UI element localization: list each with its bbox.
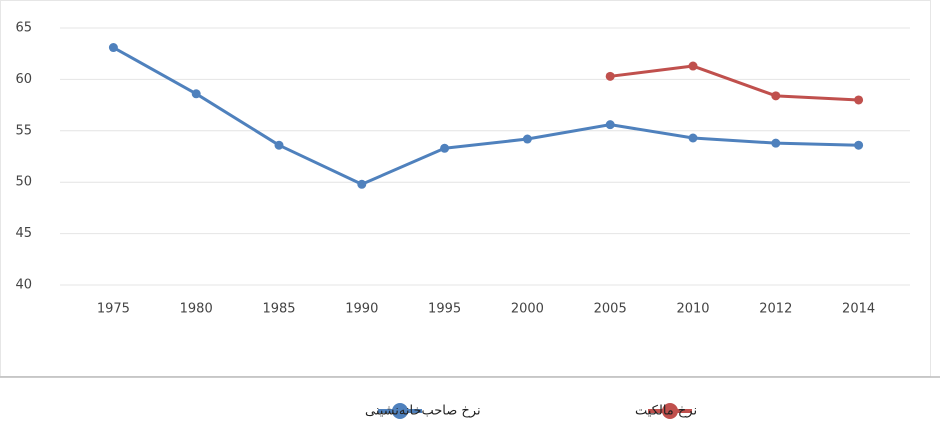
x-tick-label: 1990 [345,302,378,317]
y-tick-label: 45 [15,226,32,241]
data-point [108,43,118,53]
y-tick-label: 65 [15,21,32,36]
series-line [112,46,859,186]
x-tick-label: 2005 [594,302,627,317]
y-tick-label: 55 [15,123,32,138]
legend-item: نرخ مالکیت [635,403,697,419]
data-point [357,179,367,189]
data-point [191,89,201,99]
data-point [274,140,284,150]
legend-label: نرخ مالکیت [635,404,697,419]
data-point [854,140,864,150]
data-point [771,138,781,148]
legend-swatch-marker [662,403,678,419]
chart-frame [0,0,931,377]
x-tick-label: 2010 [676,302,709,317]
y-tick-label: 50 [15,175,32,190]
legend-item: نرخ صاحب‌خانه‌نشینی [365,403,481,419]
x-tick-label: 2014 [842,302,875,317]
legend-swatch-marker [392,403,408,419]
data-point [605,71,615,81]
data-point [688,61,698,71]
x-tick-label: 1985 [262,302,295,317]
data-point [522,134,532,144]
x-tick-label: 1975 [97,302,130,317]
x-tick-label: 1980 [180,302,213,317]
data-point [605,120,615,130]
series-line [610,64,859,102]
x-tick-label: 1995 [428,302,461,317]
data-point [854,95,864,105]
data-point [771,91,781,101]
y-tick-label: 40 [15,278,32,293]
x-tick-label: 2012 [759,302,792,317]
legend: نرخ صاحب‌خانه‌نشینی نرخ مالکیت [365,403,697,419]
y-tick-label: 60 [15,72,32,87]
x-tick-label: 2000 [511,302,544,317]
data-point [688,133,698,143]
data-point [440,143,450,153]
legend-label: نرخ صاحب‌خانه‌نشینی [365,404,481,419]
